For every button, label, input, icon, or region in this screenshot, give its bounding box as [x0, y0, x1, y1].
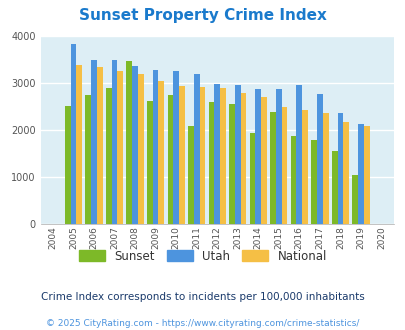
Bar	[193, 74, 199, 224]
Bar	[316, 94, 322, 224]
Bar	[158, 82, 164, 224]
Bar	[352, 175, 357, 224]
Bar	[220, 87, 225, 224]
Bar	[234, 85, 240, 224]
Bar	[269, 112, 275, 224]
Bar	[85, 95, 91, 224]
Bar	[138, 74, 143, 224]
Bar	[255, 89, 260, 224]
Bar	[331, 151, 337, 224]
Bar	[214, 84, 220, 224]
Bar	[337, 114, 343, 224]
Bar	[343, 122, 348, 224]
Legend: Sunset, Utah, National: Sunset, Utah, National	[75, 246, 330, 266]
Bar	[179, 86, 184, 224]
Bar	[132, 66, 138, 224]
Text: Crime Index corresponds to incidents per 100,000 inhabitants: Crime Index corresponds to incidents per…	[41, 292, 364, 302]
Bar	[126, 61, 132, 224]
Bar	[65, 106, 70, 224]
Bar	[281, 107, 287, 224]
Text: © 2025 CityRating.com - https://www.cityrating.com/crime-statistics/: © 2025 CityRating.com - https://www.city…	[46, 319, 359, 328]
Bar	[311, 140, 316, 224]
Bar	[199, 86, 205, 224]
Bar	[173, 71, 179, 224]
Bar	[91, 60, 97, 224]
Bar	[106, 88, 111, 224]
Bar	[97, 67, 102, 224]
Bar	[147, 101, 152, 224]
Bar	[296, 85, 301, 224]
Bar	[260, 97, 266, 224]
Bar	[301, 110, 307, 224]
Bar	[111, 60, 117, 224]
Bar	[76, 65, 82, 224]
Bar	[290, 136, 296, 224]
Bar	[167, 95, 173, 224]
Text: Sunset Property Crime Index: Sunset Property Crime Index	[79, 8, 326, 23]
Bar	[240, 93, 246, 224]
Bar	[188, 126, 193, 224]
Bar	[152, 70, 158, 224]
Bar	[275, 89, 281, 224]
Bar	[117, 71, 123, 224]
Bar	[70, 44, 76, 224]
Bar	[357, 124, 363, 224]
Bar	[363, 126, 369, 224]
Bar	[249, 133, 255, 224]
Bar	[322, 114, 328, 224]
Bar	[228, 104, 234, 224]
Bar	[208, 102, 214, 224]
